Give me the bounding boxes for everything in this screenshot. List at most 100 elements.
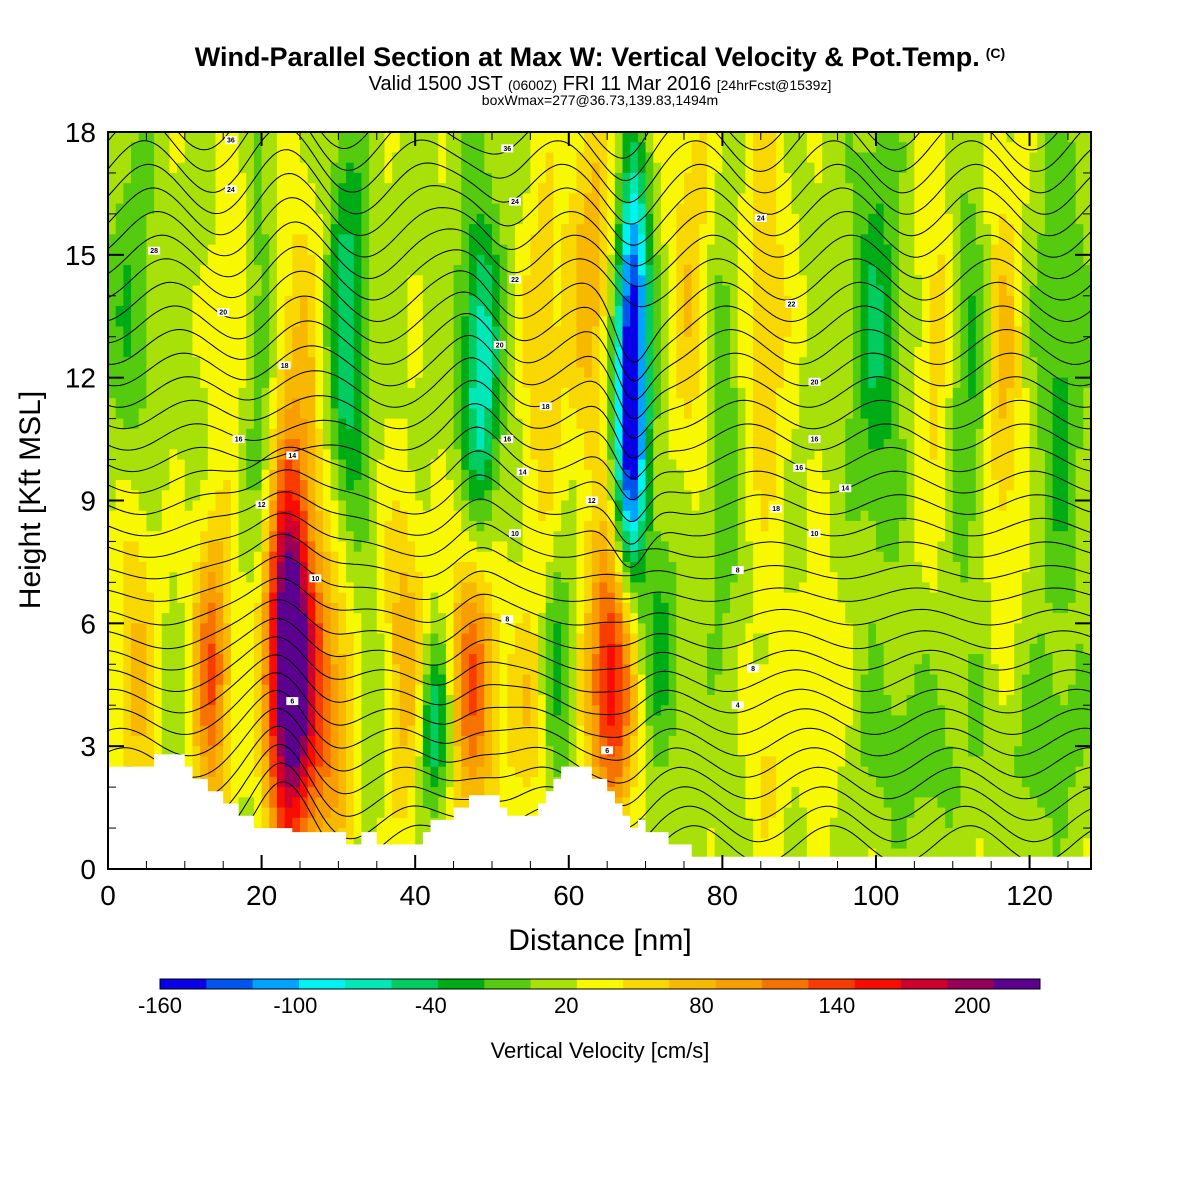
w-cell: [361, 285, 370, 297]
w-cell: [461, 132, 470, 143]
w-cell: [399, 510, 409, 522]
w-cell: [154, 510, 163, 522]
w-cell: [323, 132, 332, 143]
w-cell: [207, 346, 217, 358]
w-cell: [430, 572, 439, 583]
w-cell: [207, 500, 217, 512]
w-cell: [184, 561, 194, 573]
w-cell: [323, 531, 332, 543]
w-cell: [445, 776, 455, 788]
w-cell: [361, 275, 370, 287]
w-cell: [353, 776, 363, 788]
w-cell: [376, 776, 386, 788]
w-cell: [177, 735, 186, 747]
w-cell: [522, 776, 531, 788]
w-cell: [330, 295, 339, 307]
w-cell: [200, 664, 209, 676]
w-cell: [522, 654, 531, 665]
w-cell: [269, 172, 278, 184]
w-cell: [131, 490, 140, 502]
w-cell: [607, 254, 616, 266]
w-cell: [353, 398, 363, 409]
w-cell: [338, 654, 347, 665]
w-cell: [530, 592, 539, 604]
w-cell: [276, 787, 286, 798]
w-cell: [330, 531, 339, 543]
w-cell: [307, 715, 316, 727]
w-cell: [545, 152, 555, 164]
w-cell: [184, 418, 194, 430]
w-cell: [184, 132, 194, 143]
w-cell: [515, 367, 524, 379]
w-cell: [307, 746, 316, 758]
w-cell: [253, 541, 263, 553]
w-cell: [576, 254, 585, 266]
w-cell: [422, 142, 432, 154]
w-cell: [522, 694, 531, 706]
w-cell: [507, 797, 516, 809]
w-cell: [276, 377, 286, 389]
w-cell: [177, 725, 186, 737]
w-cell: [599, 377, 608, 389]
w-cell: [192, 684, 201, 696]
w-cell: [445, 694, 455, 706]
w-cell: [392, 439, 401, 450]
w-cell: [353, 346, 363, 358]
w-cell: [568, 213, 578, 225]
w-cell: [568, 480, 578, 491]
w-cell: [369, 602, 378, 614]
w-cell: [392, 561, 401, 573]
w-cell: [415, 244, 424, 256]
w-cell: [338, 551, 347, 563]
w-cell: [253, 132, 263, 143]
w-cell: [169, 674, 178, 686]
w-cell: [491, 418, 501, 430]
w-cell: [138, 295, 147, 307]
w-cell: [276, 459, 286, 471]
w-cell: [538, 132, 547, 143]
w-cell: [561, 213, 570, 225]
w-cell: [184, 715, 194, 727]
w-cell: [607, 654, 616, 665]
w-cell: [307, 725, 316, 737]
w-cell: [161, 469, 171, 481]
w-cell: [192, 265, 201, 276]
w-cell: [622, 213, 631, 225]
w-cell: [315, 654, 324, 665]
w-cell: [538, 674, 547, 686]
w-cell: [507, 459, 516, 471]
w-cell: [607, 694, 616, 706]
w-cell: [292, 705, 301, 717]
w-cell: [200, 428, 209, 440]
w-cell: [138, 428, 147, 440]
w-cell: [622, 162, 631, 174]
w-cell: [253, 480, 263, 491]
w-cell: [200, 469, 209, 481]
w-cell: [269, 623, 278, 635]
w-cell: [215, 459, 224, 471]
w-cell: [353, 132, 363, 143]
w-cell: [238, 326, 247, 338]
w-cell: [607, 766, 616, 778]
w-cell: [453, 398, 462, 409]
w-cell: [154, 326, 163, 338]
w-cell: [177, 183, 186, 195]
w-cell: [299, 490, 309, 502]
w-cell: [407, 234, 416, 246]
w-cell: [307, 807, 316, 819]
w-cell: [346, 357, 355, 369]
w-cell: [399, 551, 409, 563]
w-cell: [407, 694, 416, 706]
w-cell: [323, 275, 332, 287]
w-cell: [261, 674, 270, 686]
w-cell: [299, 787, 309, 798]
w-cell: [177, 254, 186, 266]
w-cell: [192, 459, 201, 471]
w-cell: [269, 705, 278, 717]
w-cell: [284, 715, 293, 727]
w-cell: [299, 480, 309, 491]
w-cell: [630, 234, 639, 246]
w-cell: [407, 346, 416, 358]
w-cell: [200, 183, 209, 195]
w-cell: [215, 776, 224, 788]
